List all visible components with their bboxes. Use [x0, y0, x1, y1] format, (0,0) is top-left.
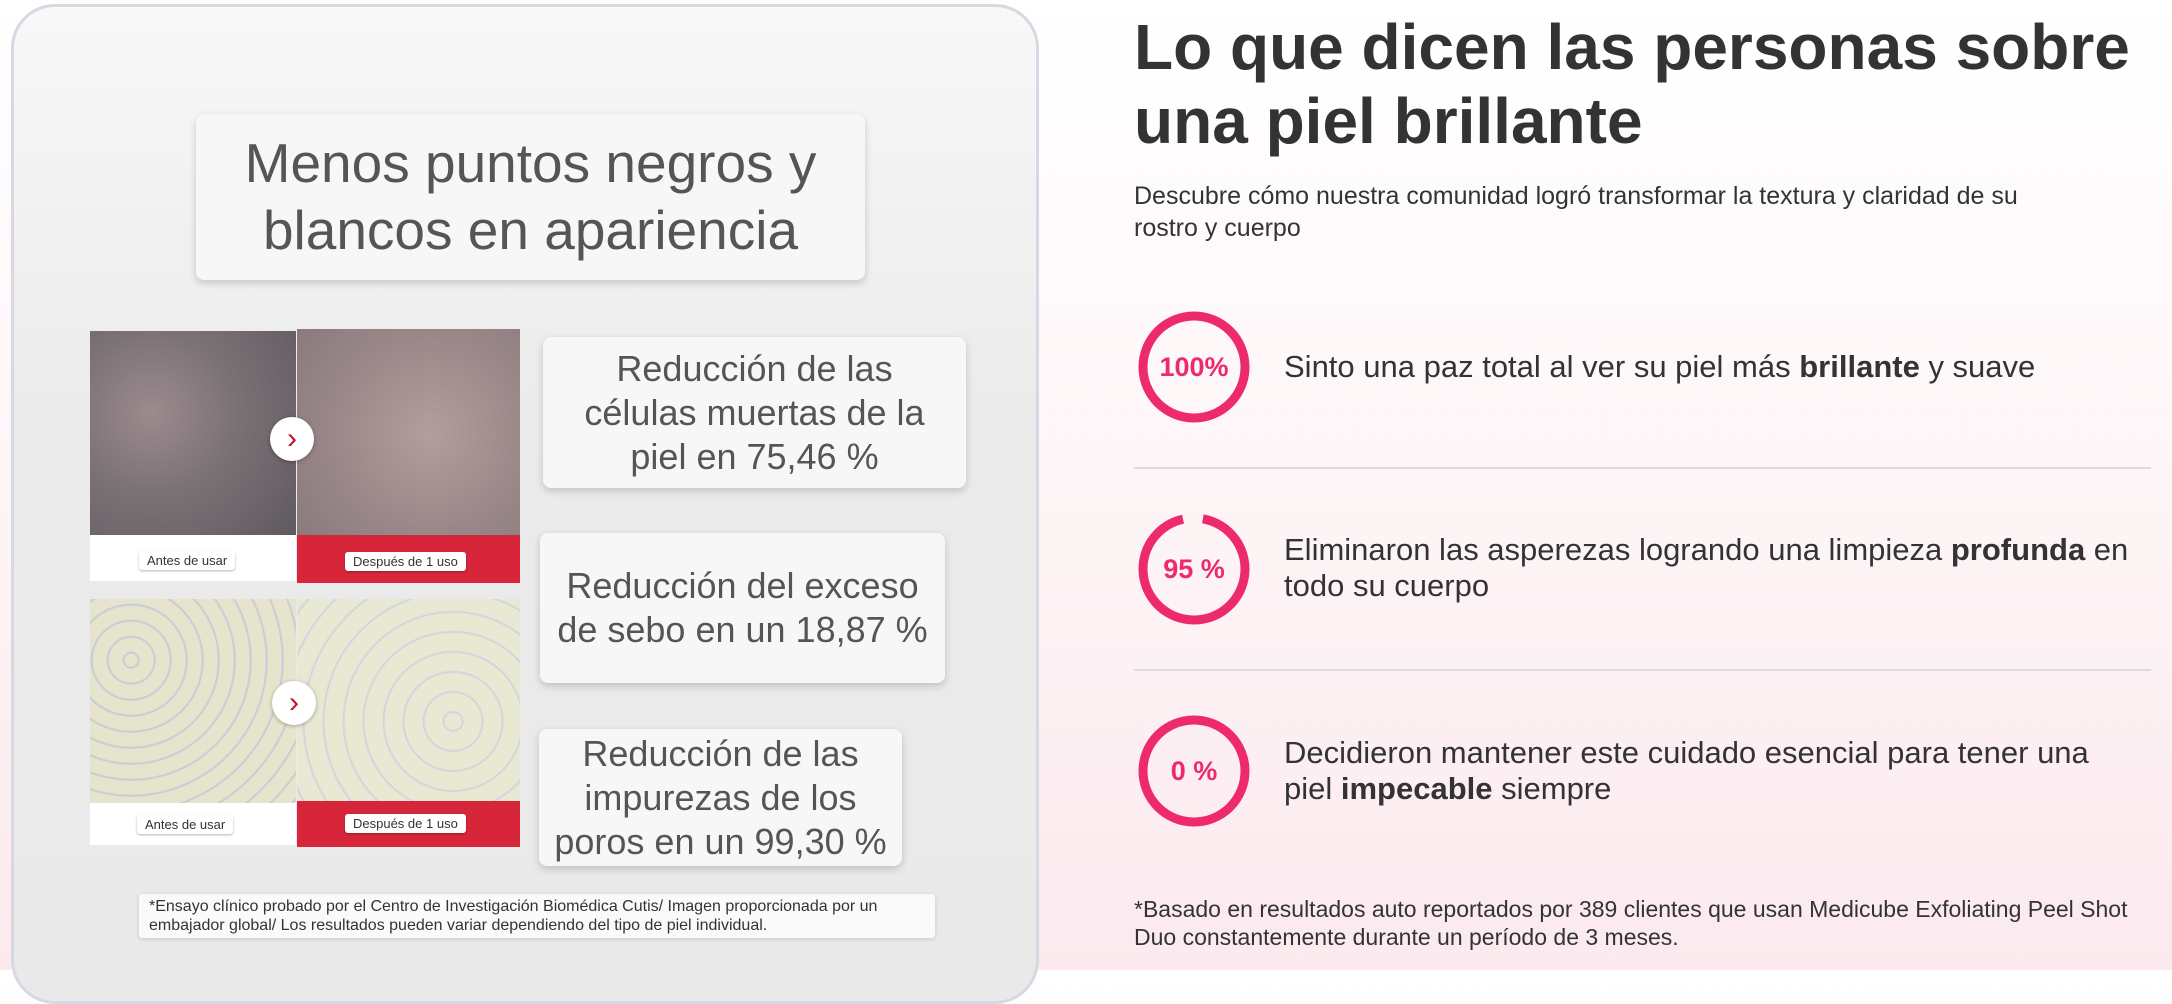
percent-label: 0 %	[1170, 755, 1218, 786]
progress-ring	[1138, 513, 1250, 625]
text: Decidieron mantener este cuidado esencia…	[1284, 735, 2089, 806]
testimonial-text: Sinto una paz total al ver su piel más b…	[1284, 349, 2144, 385]
after-caption: Después de 1 uso	[345, 814, 466, 833]
stat-box: Reducción de las células muertas de la p…	[543, 337, 966, 488]
before-caption: Antes de usar	[139, 551, 236, 570]
divider	[1134, 467, 2151, 469]
progress-ring	[1138, 715, 1250, 827]
arrow-icon: ›	[270, 417, 314, 461]
text-bold: impecable	[1340, 771, 1493, 806]
text: y suave	[1919, 349, 2036, 384]
before-photo	[90, 331, 296, 535]
section-subtitle: Descubre cómo nuestra comunidad logró tr…	[1134, 182, 2018, 242]
text-bold: profunda	[1950, 532, 2086, 567]
before-caption: Antes de usar	[137, 815, 234, 834]
card-title: Menos puntos negros y blancos en aparien…	[196, 114, 865, 280]
section-footnote: *Basado en resultados auto reportados po…	[1134, 896, 2128, 950]
card-footnote: *Ensayo clínico probado por el Centro de…	[139, 894, 935, 938]
text-bold: brillante	[1799, 349, 1920, 384]
before-photo	[90, 599, 296, 803]
text: siempre	[1492, 771, 1612, 806]
divider	[1134, 669, 2151, 671]
after-photo	[297, 329, 520, 537]
progress-ring	[1138, 311, 1250, 423]
stat-box: Reducción del exceso de sebo en un 18,87…	[540, 533, 945, 683]
after-photo	[297, 599, 520, 803]
percent-label: 100%	[1159, 351, 1229, 382]
section-title: Lo que dicen las personas sobre una piel…	[1134, 11, 2130, 157]
text: Sinto una paz total al ver su piel más	[1284, 349, 1800, 384]
results-card: Menos puntos negros y blancos en aparien…	[11, 4, 1039, 1004]
testimonial-text: Decidieron mantener este cuidado esencia…	[1284, 735, 2144, 807]
percent-label: 95 %	[1163, 553, 1225, 584]
text: en todo su cuerpo	[1284, 532, 2129, 603]
text: Eliminaron las asperezas logrando una li…	[1284, 532, 1951, 567]
arrow-icon: ›	[272, 681, 316, 725]
after-caption: Después de 1 uso	[345, 552, 466, 571]
testimonial-text: Eliminaron las asperezas logrando una li…	[1284, 532, 2144, 604]
stat-box: Reducción de las impurezas de los poros …	[539, 729, 902, 866]
